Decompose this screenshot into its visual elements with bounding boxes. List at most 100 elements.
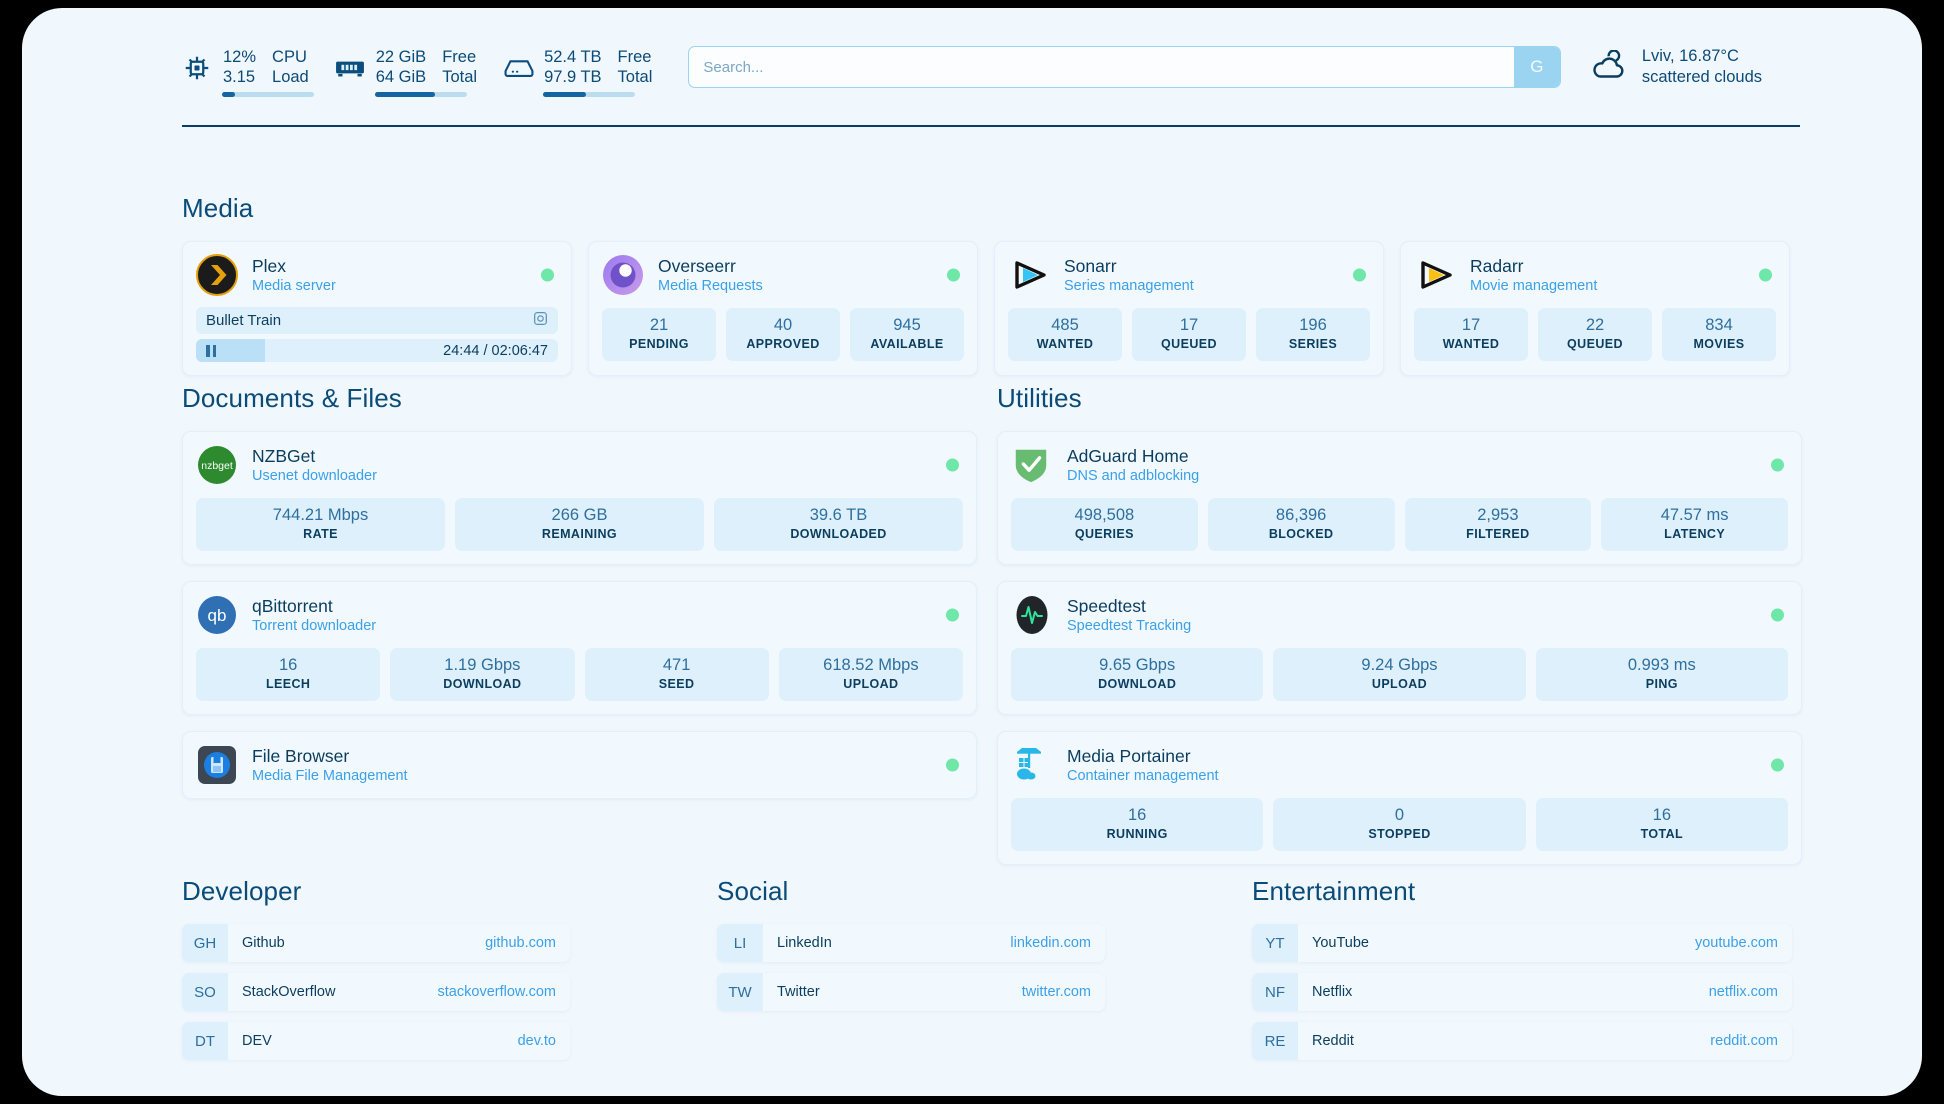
speedtest-title: Speedtest [1067, 595, 1146, 616]
qbittorrent-logo: qb [196, 594, 238, 636]
bookmark-item-github[interactable]: GH Github github.com [182, 924, 570, 962]
bookmark-item-youtube[interactable]: YT YouTube youtube.com [1252, 924, 1792, 962]
stat-chip: 485 WANTED [1008, 308, 1122, 361]
bookmark-name: Twitter [777, 984, 820, 1000]
overseerr-logo [602, 254, 644, 296]
bookmark-group-social: Social LI LinkedIn linkedin.com TW Twitt… [717, 876, 1252, 1060]
service-card-nzbget[interactable]: nzbget NZBGet Usenet downloader 744.21 M… [182, 431, 977, 565]
stat-value: 17 [1461, 316, 1481, 334]
bookmark-item-twitter[interactable]: TW Twitter twitter.com [717, 973, 1105, 1011]
stat-chip: 0.993 ms PING [1535, 648, 1788, 701]
status-dot-online [1353, 268, 1366, 282]
stat-value: 47.57 ms [1660, 506, 1729, 524]
service-card-radarr[interactable]: Radarr Movie management 17 WANTED 22 QUE… [1400, 241, 1790, 376]
service-card-overseerr[interactable]: Overseerr Media Requests 21 PENDING 40 A… [588, 241, 978, 376]
stat-value: 485 [1051, 316, 1079, 334]
stat-value: 40 [773, 316, 793, 334]
bookmark-item-reddit[interactable]: RE Reddit reddit.com [1252, 1022, 1792, 1060]
stat-value: 16 [1127, 806, 1147, 824]
bookmark-tag: GH [182, 924, 228, 962]
svg-text:qb: qb [208, 606, 227, 625]
qbittorrent-subtitle: Torrent downloader [252, 617, 377, 634]
bookmark-url[interactable]: dev.to [517, 1033, 556, 1049]
disk-usage-bar [543, 92, 636, 97]
search-engine-button[interactable]: G [1513, 47, 1560, 87]
service-card-portainer[interactable]: Media Portainer Container management 16 … [997, 731, 1802, 865]
stat-value: 16 [278, 656, 298, 674]
service-card-sonarr[interactable]: Sonarr Series management 485 WANTED 17 Q… [994, 241, 1384, 376]
dashboard-page: 12% 3.15 CPU Load [22, 8, 1922, 1096]
bookmark-item-dev[interactable]: DT DEV dev.to [182, 1022, 570, 1060]
stat-label: APPROVED [746, 337, 820, 351]
stat-label: DOWNLOAD [1098, 677, 1177, 691]
sonarr-logo [1008, 254, 1050, 296]
stat-label: TOTAL [1640, 827, 1684, 841]
ram-total-value: 64 GiB [375, 68, 427, 86]
stat-label: DOWNLOAD [443, 677, 522, 691]
stat-label: MOVIES [1693, 337, 1745, 351]
nzbget-logo: nzbget [196, 444, 238, 486]
bookmark-name: Github [242, 935, 285, 951]
stat-label: QUEUED [1161, 337, 1217, 351]
stat-value: 945 [893, 316, 921, 334]
service-card-speedtest[interactable]: Speedtest Speedtest Tracking 9.65 Gbps D… [997, 581, 1802, 715]
service-card-plex[interactable]: Plex Media server Bullet Train [182, 241, 572, 376]
speedtest-subtitle: Speedtest Tracking [1067, 617, 1192, 634]
ram-free-value: 22 GiB [375, 48, 427, 66]
bookmark-url[interactable]: twitter.com [1021, 984, 1091, 1000]
stat-value: 0.993 ms [1627, 656, 1696, 674]
ram-usage-bar [374, 92, 467, 97]
stat-value: 834 [1705, 316, 1733, 334]
search-area: G [688, 46, 1561, 88]
stat-chip: 47.57 ms LATENCY [1601, 498, 1788, 551]
camera-icon [533, 311, 548, 330]
sonarr-stats: 485 WANTED 17 QUEUED 196 SERIES [1008, 308, 1370, 361]
stat-value: 0 [1394, 806, 1405, 824]
bookmark-url[interactable]: stackoverflow.com [437, 984, 556, 1000]
media-section-title: Media [182, 193, 254, 223]
adguard-subtitle: DNS and adblocking [1067, 467, 1200, 484]
bookmark-name: Reddit [1312, 1033, 1354, 1049]
service-card-qbittorrent[interactable]: qb qBittorrent Torrent downloader 16 LEE… [182, 581, 977, 715]
overseerr-title: Overseerr [658, 255, 736, 276]
service-card-adguard[interactable]: AdGuard Home DNS and adblocking 498,508 … [997, 431, 1802, 565]
stat-value: 86,396 [1275, 506, 1327, 524]
bookmark-url[interactable]: reddit.com [1710, 1033, 1778, 1049]
bookmark-group-title: Social [717, 876, 789, 906]
stat-chip: 744.21 Mbps RATE [196, 498, 445, 551]
status-dot-online [1771, 758, 1784, 772]
qbittorrent-title: qBittorrent [252, 595, 333, 616]
stat-label: QUEUED [1567, 337, 1623, 351]
stat-value: 39.6 TB [809, 506, 868, 524]
stat-value: 471 [662, 656, 691, 674]
bookmark-url[interactable]: github.com [485, 935, 556, 951]
bookmark-item-stackoverflow[interactable]: SO StackOverflow stackoverflow.com [182, 973, 570, 1011]
filebrowser-title: File Browser [252, 745, 350, 766]
adguard-shield-logo [1011, 444, 1053, 486]
bookmark-tag: RE [1252, 1022, 1298, 1060]
stat-value: 2,953 [1477, 506, 1519, 524]
bookmark-name: LinkedIn [777, 935, 832, 951]
stat-chip: 16 LEECH [196, 648, 381, 701]
search-input[interactable] [689, 58, 1514, 76]
stat-label: UPLOAD [843, 677, 899, 691]
weather-location-temp: Lviv, 16.87°C [1641, 47, 1739, 65]
stat-chip: 16 RUNNING [1011, 798, 1264, 851]
bookmark-item-netflix[interactable]: NF Netflix netflix.com [1252, 973, 1792, 1011]
stat-chip: 17 QUEUED [1132, 308, 1246, 361]
service-card-file-browser[interactable]: File Browser Media File Management [182, 731, 977, 799]
stat-value: 17 [1179, 316, 1199, 334]
stat-chip: 0 STOPPED [1273, 798, 1526, 851]
stat-label: BLOCKED [1268, 527, 1334, 541]
stat-label: WANTED [1036, 337, 1094, 351]
pause-icon[interactable] [206, 344, 216, 357]
now-playing-progress[interactable]: 24:44 / 02:06:47 [196, 339, 558, 362]
bookmark-url[interactable]: linkedin.com [1010, 935, 1091, 951]
utilities-section: Utilities AdGuard Home DNS and adblockin… [997, 383, 1802, 865]
disk-stat-widget: 52.4 TB 97.9 TB Free Total [503, 47, 652, 97]
bookmark-url[interactable]: youtube.com [1694, 935, 1778, 951]
bookmark-url[interactable]: netflix.com [1708, 984, 1778, 1000]
bookmark-item-linkedin[interactable]: LI LinkedIn linkedin.com [717, 924, 1105, 962]
bookmark-name: DEV [242, 1033, 272, 1049]
status-dot-online [1771, 608, 1784, 622]
